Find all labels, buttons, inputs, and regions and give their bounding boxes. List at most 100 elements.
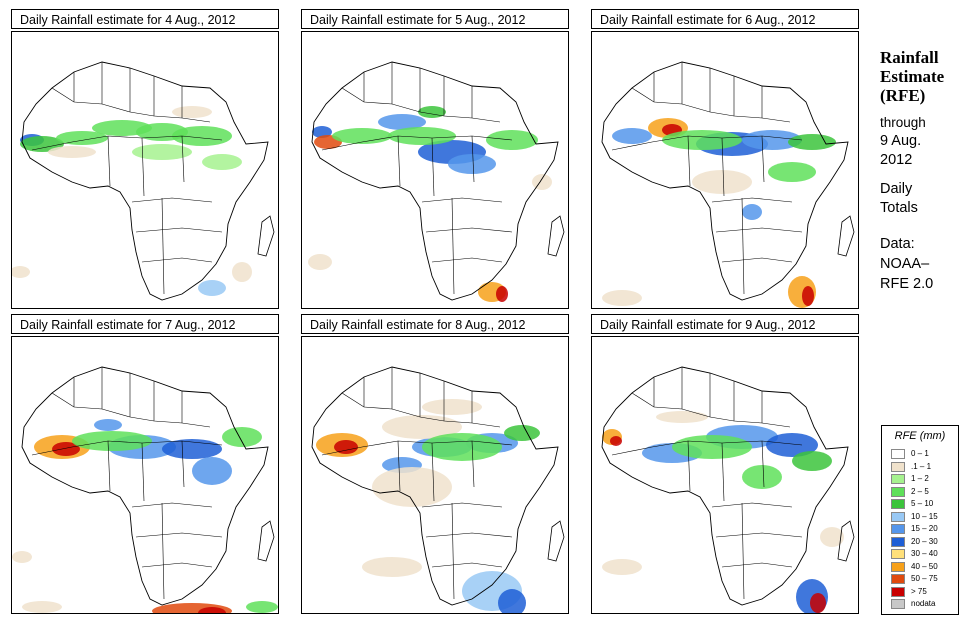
country-border — [431, 562, 503, 568]
legend-label: 30 – 40 — [911, 549, 938, 558]
rainfall-area — [372, 467, 452, 507]
rainfall-area — [422, 433, 502, 461]
country-border — [431, 442, 435, 502]
legend-swatch — [891, 461, 905, 472]
country-border — [131, 197, 213, 203]
rainfall-area — [742, 465, 782, 489]
rainfall-area — [232, 262, 252, 282]
rainfall-area — [162, 439, 222, 459]
rainfall-map — [11, 31, 279, 309]
country-border — [51, 392, 211, 428]
rainfall-area — [802, 286, 814, 306]
country-border — [141, 562, 213, 568]
rainfall-area — [742, 130, 802, 150]
country-border — [321, 135, 513, 151]
rainfall-area — [448, 154, 496, 174]
country-border — [181, 135, 185, 183]
rainfall-map — [301, 336, 569, 614]
map-panel-aug5: Daily Rainfall estimate for 5 Aug., 2012 — [301, 9, 569, 309]
rainfall-area — [94, 419, 122, 431]
rainfall-area — [22, 601, 62, 613]
country-border — [31, 135, 223, 151]
legend-label: 10 – 15 — [911, 511, 938, 521]
legend-item: 40 – 50 — [891, 561, 957, 573]
rainfall-area — [332, 128, 392, 144]
through-year: 2012 — [880, 152, 913, 168]
map-panel-aug4: Daily Rainfall estimate for 4 Aug., 2012 — [11, 9, 279, 309]
africa-coastline — [601, 366, 849, 606]
rainfall-overlay — [602, 411, 844, 613]
country-border — [687, 135, 691, 187]
country-border — [397, 135, 401, 187]
country-border — [741, 197, 745, 295]
sidebar-info: Rainfall Estimate (RFE) through 9 Aug. 2… — [880, 48, 965, 294]
rainfall-area — [532, 174, 552, 190]
rainfall-area — [222, 427, 262, 447]
country-border — [715, 532, 803, 538]
country-border — [721, 137, 725, 197]
rfe-legend: RFE (mm) 0 – 1 .1 – 1 1 – 2 2 – 5 5 – 10 10 –… — [881, 425, 959, 615]
country-border — [421, 502, 503, 508]
madagascar-outline — [257, 520, 275, 562]
country-border — [721, 562, 793, 568]
country-border — [431, 257, 503, 263]
country-border — [135, 532, 223, 538]
rainfall-area — [672, 435, 752, 459]
rainfall-area — [308, 254, 332, 270]
panel-title: Daily Rainfall estimate for 9 Aug., 2012 — [591, 314, 859, 334]
madagascar-outline — [837, 520, 855, 562]
country-border — [471, 440, 475, 488]
rainfall-map — [591, 31, 859, 309]
country-border — [711, 197, 793, 203]
africa-coastline — [311, 61, 559, 301]
rainfall-area — [656, 411, 708, 423]
rainfall-area — [334, 440, 358, 454]
rainfall-area — [496, 286, 508, 302]
rainfall-area — [198, 607, 226, 613]
rainfall-area — [192, 457, 232, 485]
rainfall-area — [362, 557, 422, 577]
legend-swatch — [891, 474, 905, 484]
madagascar-outline — [547, 215, 565, 257]
africa-coastline — [601, 61, 849, 301]
rainfall-area — [418, 106, 446, 118]
africa-coastline — [21, 61, 269, 301]
rainfall-area — [198, 280, 226, 296]
rainfall-area — [172, 126, 232, 146]
country-border — [721, 257, 793, 263]
country-border — [425, 227, 513, 233]
rainfall-area — [766, 433, 818, 457]
rainfall-area — [788, 134, 836, 150]
rainfall-map — [301, 31, 569, 309]
country-border — [451, 197, 455, 295]
sidebar-title-line: (RFE) — [880, 86, 926, 105]
rainfall-area — [12, 551, 32, 563]
country-border — [141, 137, 145, 197]
rainfall-area — [172, 106, 212, 118]
country-border — [611, 135, 803, 151]
rainfall-area — [132, 144, 192, 160]
legend-item: 5 – 10 — [891, 499, 957, 510]
country-border — [687, 440, 691, 492]
rainfall-area — [312, 126, 332, 138]
rainfall-area — [56, 131, 108, 145]
rainfall-overlay — [12, 419, 278, 613]
legend-swatch — [891, 499, 905, 509]
map-panel-aug8: Daily Rainfall estimate for 8 Aug., 2012 — [301, 314, 569, 614]
country-border — [181, 440, 185, 488]
country-border — [421, 197, 503, 203]
country-border — [135, 227, 223, 233]
country-border — [631, 392, 791, 428]
africa-coastline — [311, 366, 559, 606]
country-border — [425, 532, 513, 538]
country-border — [107, 135, 111, 187]
legend-label: 15 – 20 — [911, 524, 938, 533]
legend-item: > 75 — [891, 586, 957, 598]
legend-title: RFE (mm) — [894, 430, 946, 442]
country-border — [161, 197, 165, 295]
country-border — [321, 440, 513, 456]
rainfall-area — [602, 559, 642, 575]
legend-swatch — [891, 449, 905, 459]
country-border — [715, 227, 803, 233]
panel-title: Daily Rainfall estimate for 5 Aug., 2012 — [301, 9, 569, 29]
